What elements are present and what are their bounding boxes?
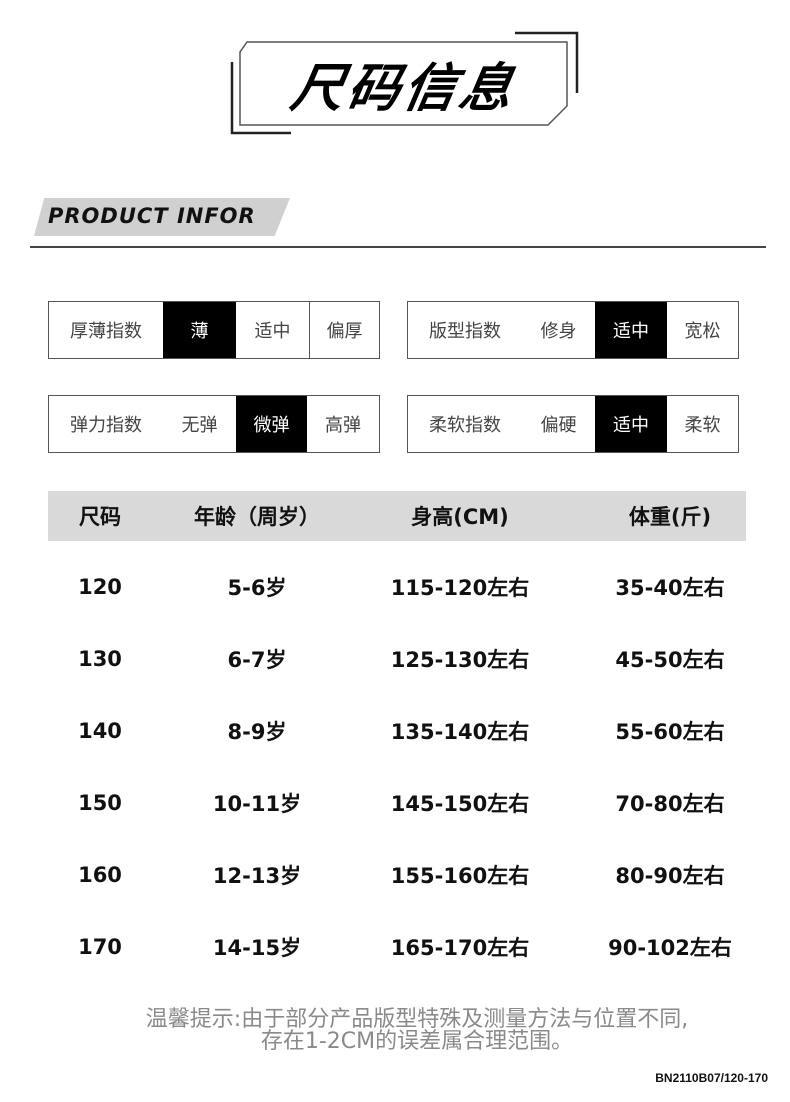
product-code: BN2110B07/120-170	[655, 1071, 768, 1085]
thickness-index: 厚薄指数 薄 适中 偏厚	[48, 301, 380, 359]
table-cell: 125-130左右	[390, 648, 530, 672]
table-cell: 115-120左右	[390, 576, 530, 600]
table-cell: 140	[78, 719, 122, 743]
index-label: 弹力指数	[70, 415, 142, 436]
title-frame-lines	[230, 31, 579, 135]
title-frame: 尺码信息	[225, 28, 585, 138]
index-option: 柔软	[684, 415, 721, 436]
index-option-selected: 适中	[595, 396, 667, 452]
column-header: 年龄（周岁）	[194, 505, 320, 529]
index-option: 偏硬	[540, 415, 577, 436]
index-label: 柔软指数	[429, 415, 501, 436]
note-line-1: 温馨提示:由于部分产品版型特殊及测量方法与位置不同,	[145, 1007, 689, 1032]
index-option: 修身	[540, 321, 577, 342]
table-cell: 160	[78, 863, 122, 887]
column-header: 尺码	[79, 505, 121, 529]
page-title: 尺码信息	[286, 58, 522, 119]
table-cell: 150	[78, 791, 122, 815]
table-cell: 10-11岁	[212, 792, 302, 816]
table-cell: 80-90左右	[615, 864, 725, 888]
index-label: 厚薄指数	[70, 321, 142, 342]
table-cell: 155-160左右	[390, 864, 530, 888]
note-line-2: 存在1-2CM的误差属合理范围。	[260, 1029, 574, 1054]
table-cell: 165-170左右	[390, 936, 530, 960]
table-cell: 135-140左右	[390, 720, 530, 744]
table-cell: 35-40左右	[615, 576, 725, 600]
table-cell: 5-6岁	[227, 576, 287, 600]
index-option: 高弹	[325, 415, 361, 436]
table-header	[48, 491, 746, 541]
banner-bg	[34, 198, 290, 236]
softness-index: 柔软指数 偏硬 适中 柔软	[407, 395, 739, 453]
index-option: 偏厚	[309, 302, 379, 358]
column-header: 身高(CM)	[411, 505, 509, 529]
divider	[30, 246, 766, 248]
index-option-selected: 薄	[163, 302, 236, 358]
elasticity-index: 弹力指数 无弹 微弹 高弹	[48, 395, 380, 453]
index-option: 无弹	[181, 415, 218, 436]
table-cell: 90-102左右	[608, 936, 732, 960]
index-option: 适中	[254, 321, 291, 342]
table-cell: 145-150左右	[390, 792, 530, 816]
table-cell: 12-13岁	[212, 864, 302, 888]
index-option: 宽松	[684, 321, 721, 342]
table-cell: 55-60左右	[615, 720, 725, 744]
table-cell: 170	[78, 935, 122, 959]
column-header: 体重(斤)	[628, 505, 712, 529]
index-option-selected: 适中	[595, 302, 667, 358]
index-label: 版型指数	[429, 321, 501, 342]
table-cell: 45-50左右	[615, 648, 725, 672]
table-cell: 130	[78, 647, 122, 671]
fit-index: 版型指数 修身 适中 宽松	[407, 301, 739, 359]
table-cell: 8-9岁	[227, 720, 287, 744]
table-cell: 70-80左右	[615, 792, 725, 816]
banner-text: PRODUCT INFOR	[48, 204, 256, 228]
index-option-selected: 微弹	[236, 396, 307, 452]
table-cell: 14-15岁	[212, 936, 302, 960]
table-cell: 6-7岁	[227, 648, 287, 672]
table-cell: 120	[78, 575, 122, 599]
